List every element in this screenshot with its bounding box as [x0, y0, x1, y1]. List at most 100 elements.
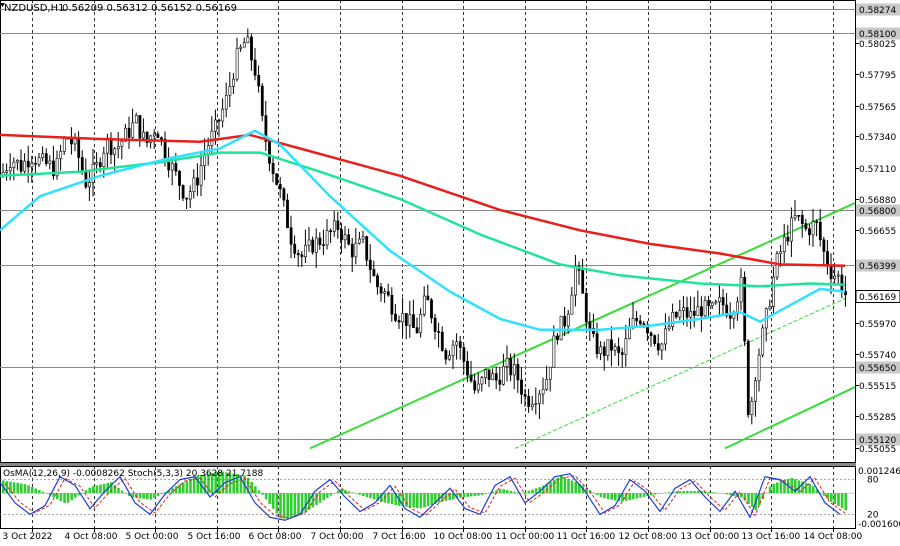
osma-bar — [77, 493, 81, 496]
candle-body — [343, 234, 347, 241]
osma-bar — [218, 471, 221, 494]
time-tick-label: 11 Oct 00:00 — [496, 532, 555, 542]
time-tick-label: 4 Oct 08:00 — [65, 532, 118, 542]
candle-body — [412, 314, 415, 328]
candle-body — [512, 364, 516, 376]
candle-body — [8, 167, 12, 172]
candle-body — [462, 347, 466, 362]
osma-bar — [772, 483, 775, 494]
candle-body — [480, 377, 484, 385]
candle-body — [340, 229, 343, 241]
candle-body — [394, 313, 397, 321]
candle-body — [707, 300, 711, 306]
candle-body — [5, 170, 9, 173]
osma-bar — [232, 473, 235, 494]
candle-body — [678, 310, 682, 318]
osma-bar — [664, 492, 667, 494]
osma-bar — [268, 493, 271, 505]
osma-bar — [336, 490, 340, 494]
osma-bar — [430, 493, 433, 506]
candle-body — [685, 307, 689, 318]
osma-bar — [552, 479, 556, 494]
candle-body — [383, 291, 387, 294]
candle-body — [419, 314, 423, 334]
indicator-header: OsMA(12,26,9) -0.0008262 Stoch(5,3,3) 20… — [3, 469, 263, 479]
osma-bar — [488, 492, 491, 494]
candle-body — [113, 148, 117, 155]
osma-bar — [322, 493, 325, 501]
candle-body — [73, 138, 77, 145]
price-level-box — [856, 204, 900, 217]
osma-bar — [9, 481, 12, 494]
osma-bar — [614, 493, 617, 501]
candle-body — [401, 313, 405, 323]
osma-bar — [207, 473, 210, 494]
osma-bar — [408, 493, 412, 508]
candle-body — [782, 236, 786, 252]
osma-bar — [228, 472, 232, 494]
candle-body — [437, 331, 441, 333]
osma-bar — [254, 486, 257, 494]
osma-bar — [401, 493, 405, 507]
osma-bar — [545, 483, 549, 494]
candle-body — [786, 236, 790, 242]
osma-bar — [563, 477, 567, 494]
osma-bar — [131, 493, 135, 498]
osma-bar — [707, 491, 711, 494]
osma-bar — [603, 493, 606, 499]
osma-bar — [196, 475, 199, 494]
candle-body — [635, 318, 639, 322]
candle-body — [484, 369, 487, 378]
osma-bar — [387, 493, 390, 504]
price-tick-label: 0.58025 — [859, 40, 896, 50]
osma-bar — [592, 492, 595, 494]
time-tick-label: 7 Oct 00:00 — [311, 532, 364, 542]
osma-bar — [743, 493, 747, 501]
ema-line — [0, 129, 846, 332]
candle-body — [70, 138, 73, 145]
osma-bar — [192, 476, 196, 494]
osma-bar — [120, 490, 124, 494]
price-level-box — [856, 259, 900, 272]
time-tick-label: 7 Oct 16:00 — [373, 532, 426, 542]
candle-body — [415, 327, 419, 334]
osma-bar — [574, 482, 577, 494]
osma-bar — [639, 493, 642, 498]
candle-body — [242, 42, 246, 48]
candle-body — [494, 373, 498, 381]
osma-bar — [527, 490, 531, 494]
osma-bar — [282, 493, 286, 519]
chart-header-symbol: NZDUSD,H1 — [4, 3, 64, 14]
ema-line — [0, 133, 846, 268]
candle-body — [160, 137, 163, 140]
osma-bar — [815, 489, 819, 494]
candle-body — [505, 358, 509, 367]
candle-body — [62, 137, 66, 152]
osma-tick-label: -0.001600 — [858, 520, 900, 530]
osma-bar — [462, 493, 466, 498]
osma-bar — [696, 490, 700, 494]
candle-body — [628, 327, 631, 339]
osma-bar — [372, 493, 376, 500]
candle-body — [617, 346, 621, 353]
candle-body — [714, 301, 718, 304]
time-tick-label: 3 Oct 2022 — [3, 532, 53, 542]
candle-body — [264, 115, 268, 142]
osma-bar — [538, 487, 541, 494]
candle-body — [376, 275, 379, 288]
candle-body — [768, 306, 772, 310]
osma-bar — [182, 482, 185, 494]
candle-body — [570, 294, 574, 315]
price-level-box — [856, 27, 900, 40]
osma-bar — [300, 493, 304, 515]
candle-body — [253, 59, 257, 76]
candle-body — [239, 46, 243, 49]
osma-bar — [344, 490, 347, 494]
candle-body — [793, 215, 797, 219]
osma-bar — [502, 489, 505, 494]
candle-body — [667, 326, 671, 330]
price-tick-label: 0.58274 — [859, 6, 896, 16]
candle-body — [674, 311, 678, 318]
candle-body — [397, 320, 401, 323]
